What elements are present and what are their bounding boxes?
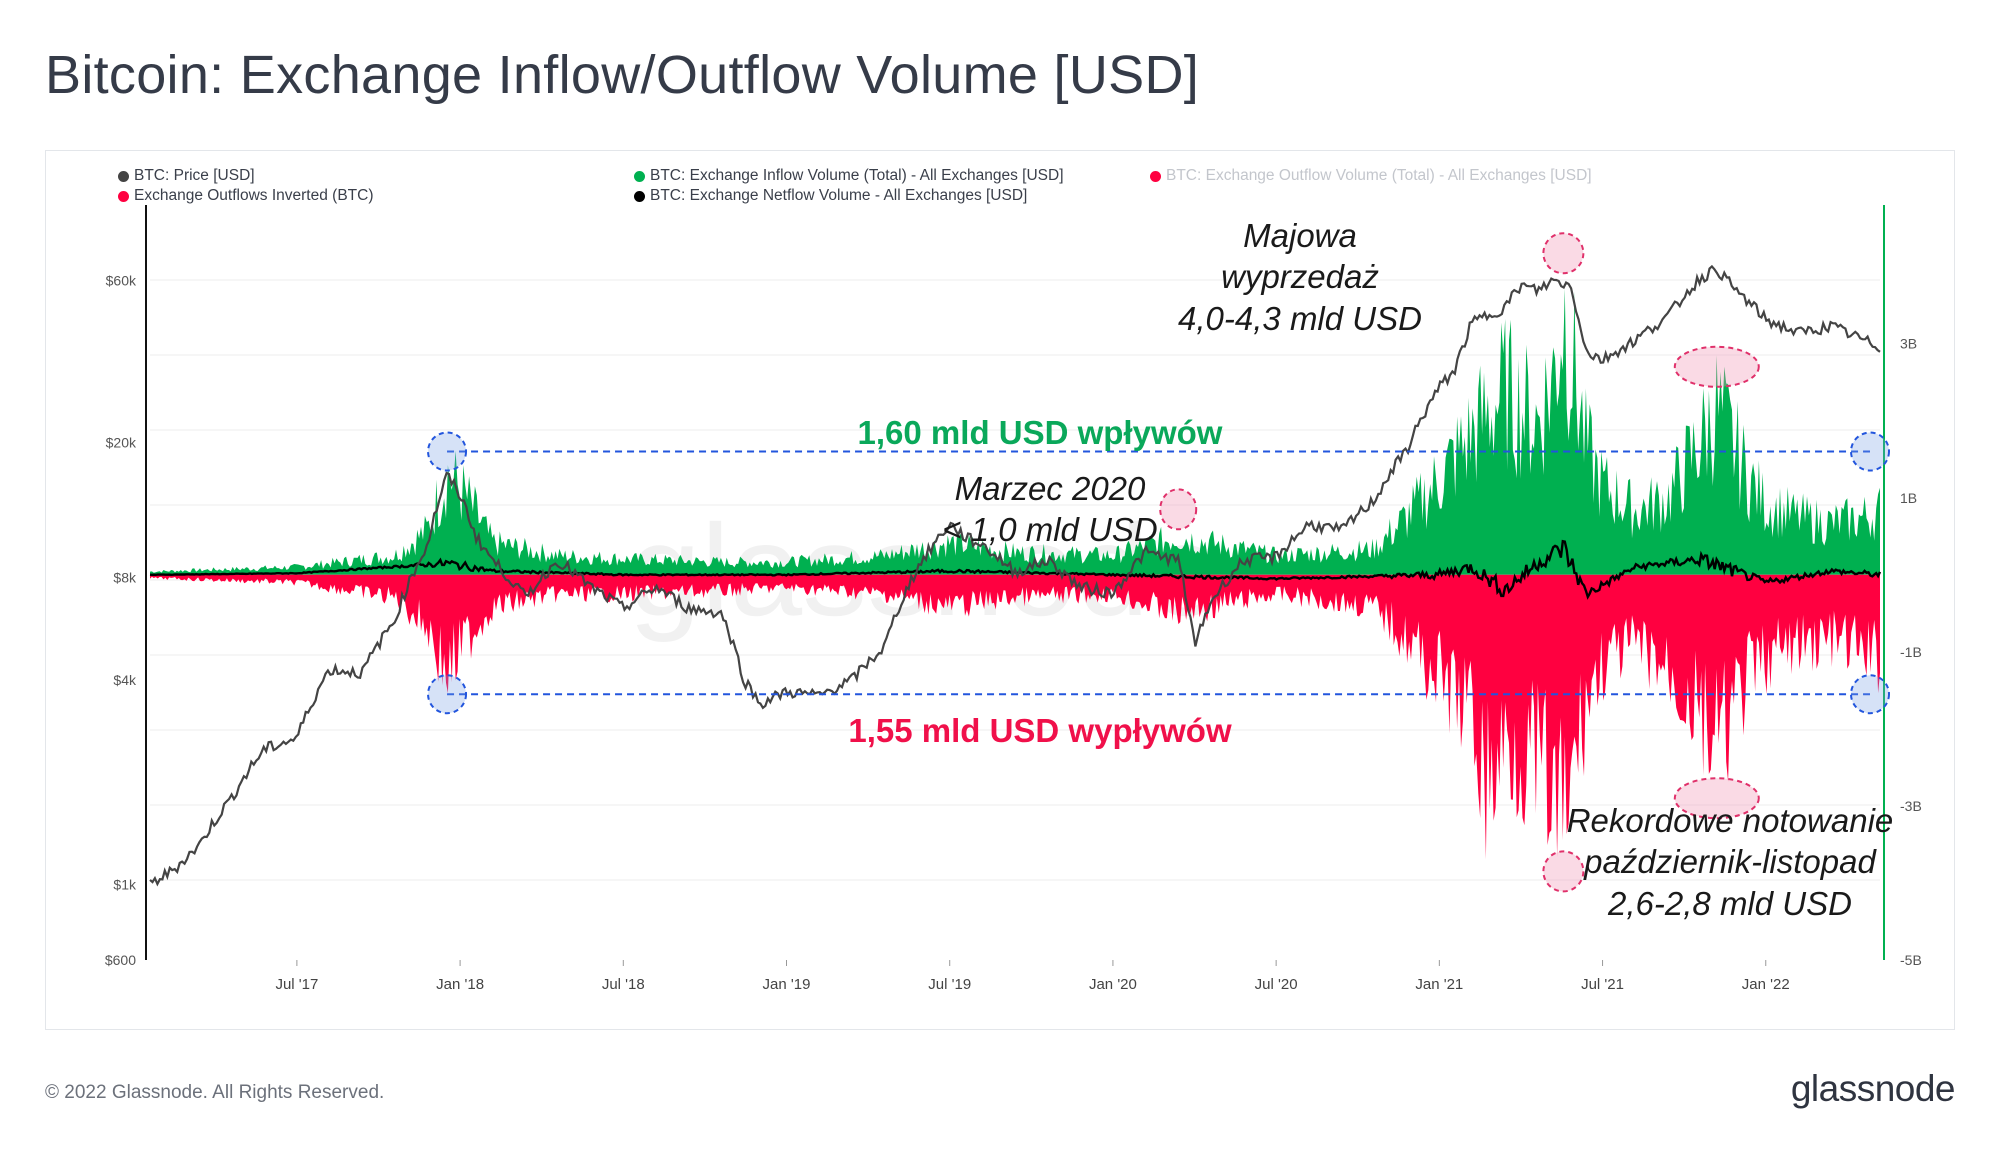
x-tick-label: Jul '18 bbox=[602, 976, 645, 993]
y-tick-label-left: $60k bbox=[106, 272, 137, 288]
y-tick-label-left: $600 bbox=[105, 952, 136, 968]
y-tick-label-right: -3B bbox=[1900, 798, 1922, 814]
x-tick-label: Jan '21 bbox=[1415, 976, 1463, 993]
highlight-ellipse bbox=[1673, 777, 1760, 820]
inflow-area bbox=[150, 288, 1880, 575]
legend-dot bbox=[1150, 170, 1161, 182]
legend-label: BTC: Price [USD] bbox=[134, 167, 255, 184]
legend-label: BTC: Exchange Outflow Volume (Total) - A… bbox=[1166, 167, 1592, 184]
x-tick-label: Jul '20 bbox=[1255, 976, 1298, 993]
y-tick-label-left: $20k bbox=[106, 435, 137, 451]
annotation-line: 2,6-2,8 mld USD bbox=[1608, 884, 1852, 922]
legend-item-price[interactable]: BTC: Price [USD] bbox=[118, 167, 255, 185]
chart-frame bbox=[45, 150, 1955, 1030]
y-tick-label-left: $1k bbox=[113, 877, 137, 893]
copyright: © 2022 Glassnode. All Rights Reserved. bbox=[45, 1082, 385, 1103]
glassnode-logo: glassnode bbox=[1790, 1068, 1956, 1109]
y-tick-label-right: 3B bbox=[1900, 336, 1917, 352]
highlight-circle bbox=[427, 431, 468, 472]
legend-label: BTC: Exchange Inflow Volume (Total) - Al… bbox=[650, 167, 1064, 184]
legend-item-outflow[interactable]: BTC: Exchange Outflow Volume (Total) - A… bbox=[1150, 167, 1592, 185]
legend-dot bbox=[634, 190, 645, 202]
legend-dot bbox=[118, 190, 129, 202]
x-tick-label: Jan '22 bbox=[1742, 976, 1790, 993]
legend-dot bbox=[634, 170, 645, 182]
legend-label: BTC: Exchange Netflow Volume - All Excha… bbox=[650, 187, 1028, 204]
highlight-circle bbox=[1850, 674, 1890, 715]
y-tick-label-right: 1B bbox=[1900, 490, 1917, 506]
highlight-circle bbox=[427, 674, 468, 715]
x-tick-label: Jan '18 bbox=[436, 976, 484, 993]
annotation-line: < 1,0 mld USD bbox=[942, 511, 1158, 549]
y-tick-label-right: -1B bbox=[1900, 644, 1922, 660]
y-tick-label-left: $4k bbox=[113, 672, 137, 688]
annotation-line: październik-listopad bbox=[1584, 843, 1876, 881]
highlight-ellipse bbox=[1673, 345, 1760, 388]
x-tick-label: Jul '21 bbox=[1581, 976, 1624, 993]
x-tick-label: Jan '20 bbox=[1089, 976, 1137, 993]
annotation-record: Rekordowe notowanie październik-listopad… bbox=[1530, 800, 1930, 924]
price-line bbox=[149, 264, 1881, 887]
annotation-may-sale: Majowa wyprzedaż 4,0-4,3 mld USD bbox=[1160, 215, 1440, 339]
x-tick-label: Jan '19 bbox=[763, 976, 811, 993]
x-tick-label: Jul '19 bbox=[928, 976, 971, 993]
y-tick-label-right: -5B bbox=[1900, 952, 1922, 968]
annotation-outflow-level: 1,55 mld USD wypływów bbox=[848, 712, 1232, 749]
y-tick-label-left: $8k bbox=[113, 570, 137, 586]
annotation-march-2020: Marzec 2020 < 1,0 mld USD bbox=[920, 468, 1180, 551]
annotation-inflow-level: 1,60 mld USD wpływów bbox=[857, 414, 1223, 451]
legend-item-outflows-inverted[interactable]: Exchange Outflows Inverted (BTC) bbox=[118, 187, 374, 205]
highlight-circle bbox=[1850, 431, 1890, 472]
page-title: Bitcoin: Exchange Inflow/Outflow Volume … bbox=[45, 45, 1200, 105]
highlight-ellipse bbox=[1542, 850, 1585, 893]
annotation-line: 4,0-4,3 mld USD bbox=[1178, 299, 1422, 337]
legend-item-netflow[interactable]: BTC: Exchange Netflow Volume - All Excha… bbox=[634, 187, 1027, 205]
x-tick-label: Jul '17 bbox=[275, 976, 318, 993]
legend-dot bbox=[118, 170, 129, 182]
legend-item-inflow[interactable]: BTC: Exchange Inflow Volume (Total) - Al… bbox=[634, 167, 1064, 185]
legend-label: Exchange Outflows Inverted (BTC) bbox=[134, 187, 374, 204]
annotation-line: Rekordowe notowanie bbox=[1566, 802, 1894, 839]
outflow-area bbox=[150, 574, 1880, 860]
highlight-ellipse bbox=[1159, 488, 1198, 531]
annotation-line: Marzec 2020 bbox=[954, 470, 1146, 507]
annotation-line: Majowa wyprzedaż bbox=[1221, 217, 1379, 296]
highlight-ellipse bbox=[1542, 232, 1585, 275]
